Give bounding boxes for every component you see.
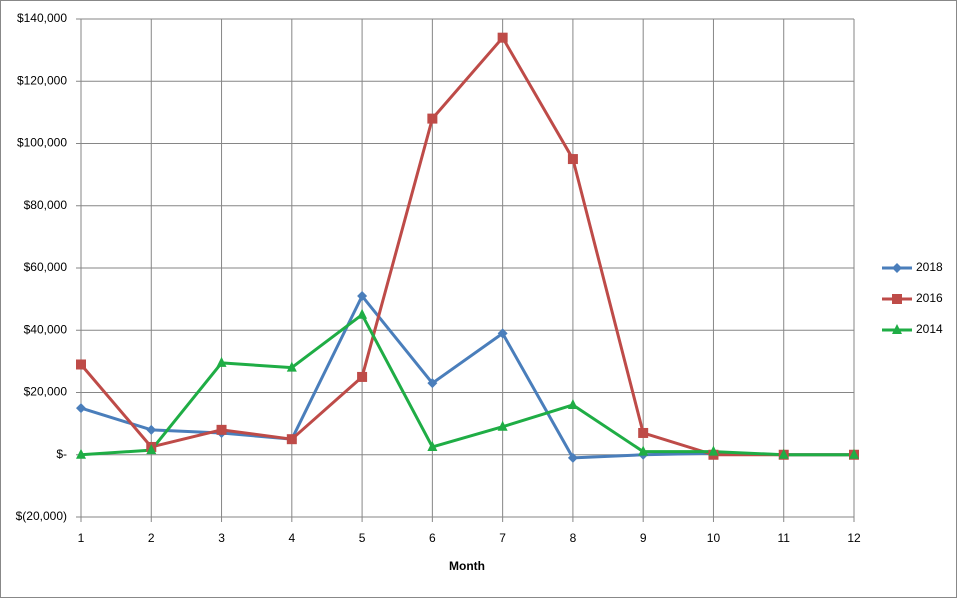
x-tick-label: 2: [148, 531, 155, 545]
y-tick-label: $60,000: [24, 260, 68, 274]
series-line: [80, 313, 854, 457]
y-tick-label: $40,000: [24, 322, 68, 336]
marker: [497, 328, 508, 339]
y-tick-label: $100,000: [17, 136, 67, 150]
marker: [892, 324, 902, 334]
marker: [146, 444, 157, 455]
marker: [778, 448, 789, 459]
marker: [567, 452, 578, 463]
x-tick-label: 6: [429, 531, 436, 545]
x-tick-label: 3: [218, 531, 225, 545]
marker: [567, 398, 578, 409]
y-tick-label: $140,000: [17, 11, 67, 25]
marker: [638, 427, 649, 438]
marker: [427, 378, 438, 389]
marker: [357, 308, 368, 319]
x-tick-label: 12: [847, 531, 861, 545]
marker: [427, 440, 438, 451]
x-tick-label: 11: [777, 531, 790, 545]
y-tick-label: $80,000: [24, 198, 68, 212]
marker: [286, 361, 297, 372]
x-tick-label: 8: [570, 531, 577, 545]
y-tick-label: $20,000: [24, 385, 68, 399]
marker: [76, 403, 86, 414]
marker: [357, 291, 368, 302]
x-tick-label: 10: [707, 531, 721, 545]
x-axis-title: Month: [449, 559, 485, 573]
marker: [76, 448, 86, 459]
y-tick-label: $-: [56, 447, 67, 461]
marker: [497, 32, 508, 43]
marker: [286, 434, 297, 445]
series-line: [79, 36, 854, 457]
x-tick-label: 1: [78, 531, 85, 545]
x-tick-label: 4: [288, 531, 295, 545]
marker: [708, 445, 719, 456]
legend-label: 2014: [916, 322, 943, 336]
legend-label: 2018: [916, 260, 943, 274]
marker: [497, 420, 508, 431]
x-tick-label: 5: [359, 531, 366, 545]
marker: [216, 356, 227, 367]
x-tick-label: 7: [499, 531, 506, 545]
marker: [849, 448, 859, 459]
marker: [567, 154, 578, 165]
marker: [427, 113, 438, 124]
marker: [357, 371, 368, 382]
marker: [638, 445, 649, 456]
marker: [216, 424, 227, 435]
marker: [892, 294, 902, 304]
legend-label: 2016: [916, 291, 943, 305]
y-tick-label: $120,000: [17, 73, 67, 87]
marker: [892, 263, 902, 273]
x-tick-label: 9: [640, 531, 647, 545]
marker: [76, 359, 86, 370]
marker: [146, 424, 157, 435]
y-tick-label: $(20,000): [16, 509, 67, 523]
